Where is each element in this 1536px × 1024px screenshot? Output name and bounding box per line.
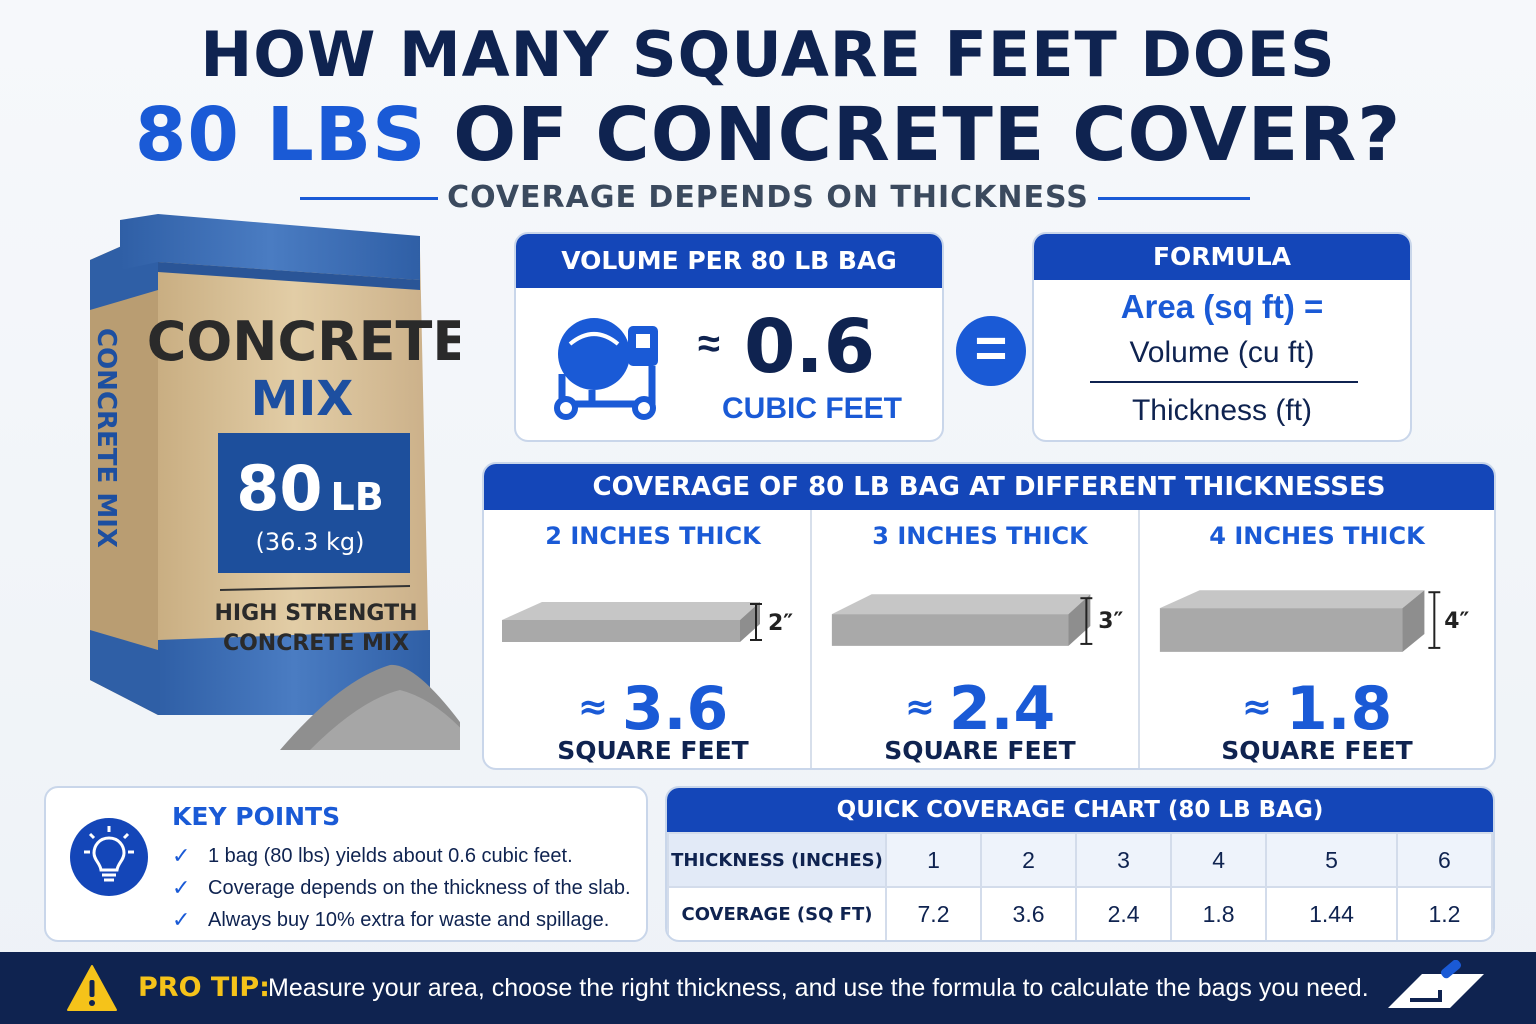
slab-4in-illustration: 4″: [1159, 590, 1469, 652]
slab-3in-illustration: 3″: [831, 594, 1124, 646]
volume-value: 0.6: [744, 304, 876, 390]
table-cell: 1.44: [1265, 886, 1398, 940]
quick-coverage-chart: QUICK COVERAGE CHART (80 LB BAG) THICKNE…: [665, 786, 1495, 942]
pro-tip-text: Measure your area, choose the right thic…: [268, 974, 1369, 1002]
key-points-card: KEY POINTS ✓ 1 bag (80 lbs) yields about …: [44, 786, 648, 942]
coverage-label: 3 INCHES THICK: [872, 522, 1088, 550]
bag-desc-line1: HIGH STRENGTH: [214, 601, 417, 626]
subtitle-rule-right: [1098, 197, 1250, 200]
check-icon: ✓: [172, 875, 191, 900]
check-icon: ✓: [172, 907, 191, 932]
title-rest: OF CONCRETE COVER?: [426, 92, 1402, 178]
coverage-value: ≈1.8: [1241, 674, 1393, 744]
list-item: ✓ 1 bag (80 lbs) yields about 0.6 cubic f…: [172, 843, 573, 868]
coverage-value: ≈3.6: [577, 674, 729, 744]
list-item: ✓ Always buy 10% extra for waste and spil…: [172, 907, 610, 932]
row-header: THICKNESS (INCHES): [667, 832, 887, 888]
formula-card: FORMULA Area (sq ft) = Volume (cu ft) Th…: [1032, 232, 1412, 442]
slab-dimension: 2″: [768, 611, 793, 636]
subtitle: COVERAGE DEPENDS ON THICKNESS: [447, 180, 1089, 215]
coverage-label: 2 INCHES THICK: [545, 522, 761, 550]
quick-chart-table: THICKNESS (INCHES) 1 2 3 4 5 6 COVERAGE …: [667, 832, 1493, 940]
table-cell: 4: [1170, 832, 1268, 888]
table-cell: 5: [1265, 832, 1398, 888]
table-cell: 1: [884, 832, 983, 888]
volume-card-title: VOLUME PER 80 LB BAG: [516, 234, 942, 288]
coverage-column-4in: 4 INCHES THICK 4″ ≈1.8 SQUARE FEET: [1138, 510, 1494, 768]
bag-side-text: CONCRETE MIX: [91, 328, 121, 548]
coverage-card: COVERAGE OF 80 LB BAG AT DIFFERENT THICK…: [482, 462, 1496, 770]
table-cell: 7.2: [884, 886, 983, 940]
trowel-icon: [1380, 959, 1490, 1016]
lightbulb-icon: [70, 818, 148, 896]
table-row: COVERAGE (SQ FT) 7.2 3.6 2.4 1.8 1.44 1.…: [667, 886, 1493, 940]
coverage-column-3in: 3 INCHES THICK 3″ ≈2.4 SQUARE FEET: [810, 510, 1148, 768]
formula-fraction-bar: [1090, 381, 1358, 383]
coverage-unit: SQUARE FEET: [1221, 736, 1413, 765]
pro-tip-bar: PRO TIP: Measure your area, choose the r…: [0, 952, 1536, 1024]
check-icon: ✓: [172, 843, 191, 868]
coverage-label: 4 INCHES THICK: [1209, 522, 1425, 550]
subtitle-rule-left: [300, 197, 438, 200]
coverage-column-2in: 2 INCHES THICK 2″ ≈3.6 SQUARE FEET: [484, 510, 822, 768]
key-points-list: ✓ 1 bag (80 lbs) yields about 0.6 cubic f…: [172, 840, 631, 936]
formula-lhs: Area (sq ft) =: [1120, 288, 1324, 325]
table-row: THICKNESS (INCHES) 1 2 3 4 5 6: [667, 832, 1493, 888]
list-item: ✓ Coverage depends on the thickness of th…: [172, 875, 631, 900]
table-cell: 1.8: [1170, 886, 1268, 940]
slab-dimension: 3″: [1098, 609, 1123, 634]
bag-brand-line1: CONCRETE: [147, 310, 460, 373]
table-cell: 2.4: [1075, 886, 1173, 940]
slab-dimension: 4″: [1444, 609, 1469, 634]
row-header: COVERAGE (SQ FT): [667, 886, 887, 940]
table-cell: 1.2: [1395, 886, 1493, 940]
bag-weight-value: 80: [236, 452, 322, 525]
volume-card: VOLUME PER 80 LB BAG ≈ 0.6 CUBIC FEET: [514, 232, 944, 442]
cement-mixer-icon: [552, 304, 672, 424]
page-title-line2: 80 LBS OF CONCRETE COVER?: [0, 92, 1536, 178]
bag-brand-line2: MIX: [251, 371, 354, 427]
volume-approx: ≈: [698, 322, 720, 366]
formula-numerator: Volume (cu ft): [1129, 336, 1315, 369]
bag-weight-unit: LB: [331, 475, 384, 519]
bag-desc-line2: CONCRETE MIX: [223, 631, 409, 656]
coverage-unit: SQUARE FEET: [884, 736, 1076, 765]
slab-2in-illustration: 2″: [502, 602, 793, 642]
table-cell: 3.6: [980, 886, 1078, 940]
page-title-line1: HOW MANY SQUARE FEET DOES: [200, 18, 1336, 91]
coverage-unit: SQUARE FEET: [557, 736, 749, 765]
volume-unit: CUBIC FEET: [722, 392, 902, 425]
table-cell: 3: [1075, 832, 1173, 888]
coverage-card-title: COVERAGE OF 80 LB BAG AT DIFFERENT THICK…: [484, 464, 1494, 510]
title-accent: 80 LBS: [134, 92, 427, 178]
quick-chart-title: QUICK COVERAGE CHART (80 LB BAG): [667, 788, 1493, 832]
formula-denominator: Thickness (ft): [1131, 394, 1313, 427]
table-cell: 6: [1395, 832, 1493, 888]
bag-weight-metric: (36.3 kg): [256, 528, 365, 556]
pro-tip-label: PRO TIP:: [138, 972, 270, 1003]
table-cell: 2: [980, 832, 1078, 888]
warning-icon: [66, 964, 118, 1012]
coverage-value: ≈2.4: [904, 674, 1056, 744]
key-points-title: KEY POINTS: [172, 802, 341, 831]
concrete-bag-illustration: CONCRETE MIX CONCRETE MIX 80 LB (36.3 kg)…: [80, 210, 480, 750]
equals-icon: =: [956, 316, 1026, 386]
formula-card-title: FORMULA: [1034, 234, 1410, 280]
